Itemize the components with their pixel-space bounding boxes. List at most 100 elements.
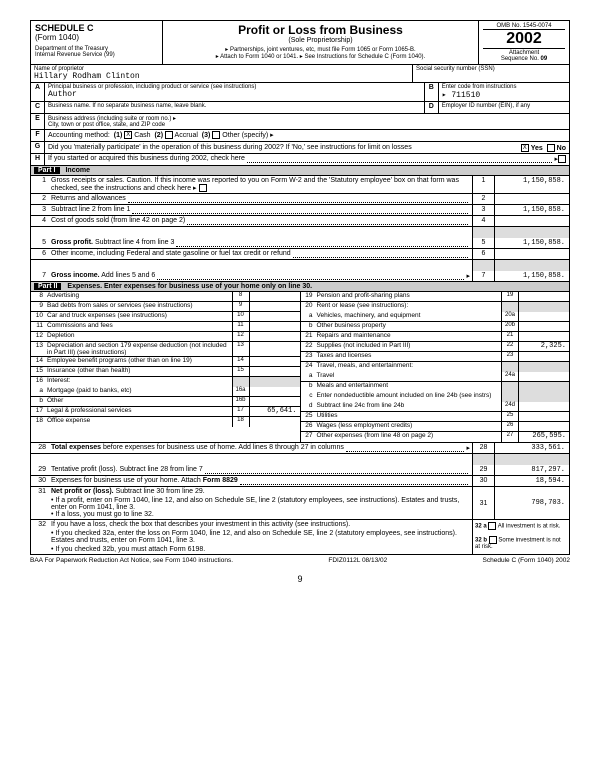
l14n: 14 bbox=[31, 357, 45, 366]
l15b: 15 bbox=[232, 367, 250, 376]
line6-amount bbox=[494, 249, 569, 259]
no-label: No bbox=[557, 144, 566, 151]
opt-cash: Cash bbox=[134, 132, 150, 139]
row-d-text: Employer ID number (EIN), if any bbox=[442, 103, 566, 109]
l27a: 265,595. bbox=[519, 432, 569, 442]
form-footer: BAA For Paperwork Reduction Act Notice, … bbox=[30, 555, 570, 566]
line7-text: Gross income. Add lines 5 and 6 bbox=[51, 272, 155, 280]
l16t: Interest: bbox=[45, 377, 232, 387]
l18a bbox=[250, 417, 300, 427]
l19t: Pension and profit-sharing plans bbox=[315, 292, 502, 301]
line6-num: 6 bbox=[31, 249, 49, 259]
l20ab: 20a bbox=[501, 312, 519, 321]
l13a bbox=[250, 342, 300, 356]
line5-text: Gross profit. Subtract line 4 from line … bbox=[51, 239, 174, 247]
l11b: 11 bbox=[232, 322, 250, 331]
l20bb: 20b bbox=[501, 322, 519, 331]
line1-checkbox[interactable] bbox=[199, 184, 207, 192]
l24ab: 24a bbox=[501, 372, 519, 381]
form-title: Profit or Loss from Business bbox=[167, 23, 474, 37]
l12n: 12 bbox=[31, 332, 45, 341]
l25a bbox=[519, 412, 569, 421]
l18t: Office expense bbox=[45, 417, 232, 427]
l32b-checkbox[interactable] bbox=[489, 536, 497, 544]
line5-box: 5 bbox=[472, 238, 494, 248]
note1: ▸ Partnerships, joint ventures, etc, mus… bbox=[167, 46, 474, 53]
l25n: 25 bbox=[301, 412, 315, 421]
l20bn: b bbox=[301, 322, 315, 331]
line1-num: 1 bbox=[31, 176, 49, 193]
row-g-text: Did you 'materially participate' in the … bbox=[48, 144, 412, 151]
l20n: 20 bbox=[301, 302, 315, 312]
row-h-text: If you started or acquired this business… bbox=[48, 155, 245, 164]
line28-box: 28 bbox=[472, 443, 494, 453]
row-c-text: Business name. If no separate business n… bbox=[48, 103, 421, 109]
l13b: 13 bbox=[232, 342, 250, 356]
l13t: Depreciation and section 179 expense ded… bbox=[45, 342, 232, 356]
schedule-label: SCHEDULE C bbox=[35, 23, 158, 33]
line31-text: Net profit or (loss). Subtract line 30 f… bbox=[49, 487, 472, 519]
l26a bbox=[519, 422, 569, 431]
l18b: 18 bbox=[232, 417, 250, 427]
row-f-label: F bbox=[31, 130, 45, 141]
l32b-box: 32 b bbox=[475, 538, 487, 544]
l20t: Rent or lease (see instructions): bbox=[315, 302, 502, 312]
l20aa bbox=[519, 312, 569, 321]
line7-amount: 1,150,858. bbox=[494, 271, 569, 281]
yes-label: Yes bbox=[531, 144, 543, 151]
l15a bbox=[250, 367, 300, 376]
other-checkbox[interactable] bbox=[212, 131, 220, 139]
no-checkbox[interactable] bbox=[547, 144, 555, 152]
l18n: 18 bbox=[31, 417, 45, 427]
h-checkbox[interactable] bbox=[558, 155, 566, 163]
row-b-label: B bbox=[425, 83, 439, 101]
footer-code: FDIZ0112L 08/13/02 bbox=[328, 557, 387, 564]
l17a: 65,641. bbox=[250, 407, 300, 416]
l22n: 22 bbox=[301, 342, 315, 351]
yes-checkbox[interactable]: X bbox=[521, 144, 529, 152]
l24aa bbox=[519, 372, 569, 381]
expenses-grid: 8Advertising8 9Bad debts from sales or s… bbox=[30, 292, 570, 443]
row-e-text2: City, town or post office, state, and ZI… bbox=[48, 122, 566, 128]
l23n: 23 bbox=[301, 352, 315, 361]
opt-accrual: Accrual bbox=[175, 132, 198, 139]
l24cn: c bbox=[301, 392, 315, 402]
row-b-value: ▸ 711510 bbox=[442, 90, 566, 100]
row-e-text: Business address (including suite or roo… bbox=[48, 115, 566, 122]
l9b: 9 bbox=[232, 302, 250, 311]
l26t: Wages (less employment credits) bbox=[315, 422, 502, 431]
line32-num: 32 bbox=[31, 520, 49, 554]
cash-checkbox[interactable]: X bbox=[124, 131, 132, 139]
l16n: 16 bbox=[31, 377, 45, 387]
l23a bbox=[519, 352, 569, 361]
l25t: Utilities bbox=[315, 412, 502, 421]
l32a-checkbox[interactable] bbox=[488, 522, 496, 530]
l14a bbox=[250, 357, 300, 366]
l17n: 17 bbox=[31, 407, 45, 416]
opt-other: Other (specify) ▸ bbox=[222, 132, 273, 139]
part2-header: Part II Expenses. Enter expenses for bus… bbox=[30, 282, 570, 292]
line30-text: Expenses for business use of your home. … bbox=[51, 477, 238, 485]
part1-header: Part I Income bbox=[30, 166, 570, 176]
l8a bbox=[250, 292, 300, 301]
l8b: 8 bbox=[232, 292, 250, 301]
l11t: Commissions and fees bbox=[45, 322, 232, 331]
line2-num: 2 bbox=[31, 194, 49, 204]
l10n: 10 bbox=[31, 312, 45, 321]
l16bt: Other bbox=[45, 397, 232, 406]
l20ba bbox=[519, 322, 569, 331]
row-f-text: Accounting method: bbox=[48, 132, 110, 139]
form-subtitle: (Sole Proprietorship) bbox=[167, 37, 474, 44]
line2-text: Returns and allowances bbox=[51, 195, 126, 203]
l19b: 19 bbox=[501, 292, 519, 301]
l23t: Taxes and licenses bbox=[315, 352, 502, 361]
l27b: 27 bbox=[501, 432, 519, 442]
l16bn: b bbox=[31, 397, 45, 406]
proprietor-name: Hillary Rodham Clinton bbox=[34, 72, 409, 81]
line29-text: Tentative profit (loss). Subtract line 2… bbox=[51, 466, 203, 474]
part2-title: Expenses. bbox=[67, 283, 102, 290]
line29-amount: 817,297. bbox=[494, 465, 569, 475]
l16ab: 16a bbox=[232, 387, 250, 396]
line29-num: 29 bbox=[31, 465, 49, 475]
accrual-checkbox[interactable] bbox=[165, 131, 173, 139]
